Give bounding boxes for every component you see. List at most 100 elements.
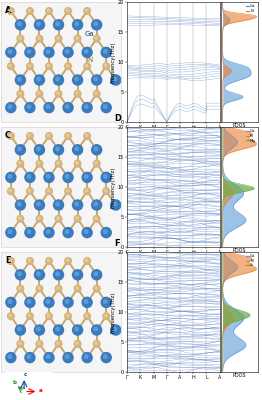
Circle shape xyxy=(44,47,54,58)
Circle shape xyxy=(95,342,97,344)
Circle shape xyxy=(76,92,78,94)
Circle shape xyxy=(46,105,50,108)
Legend: Ga, N: Ga, N xyxy=(246,4,256,13)
Circle shape xyxy=(46,300,50,303)
Circle shape xyxy=(65,188,72,194)
X-axis label: PDOS: PDOS xyxy=(233,123,246,128)
Circle shape xyxy=(93,216,100,222)
Circle shape xyxy=(84,50,88,53)
Circle shape xyxy=(28,314,30,317)
Circle shape xyxy=(85,189,88,192)
Circle shape xyxy=(44,352,54,363)
Circle shape xyxy=(37,77,40,81)
Circle shape xyxy=(85,314,88,317)
Circle shape xyxy=(37,202,40,206)
Circle shape xyxy=(55,216,62,222)
Circle shape xyxy=(53,75,64,85)
Circle shape xyxy=(103,63,110,70)
Circle shape xyxy=(47,259,50,262)
Circle shape xyxy=(9,9,12,12)
Circle shape xyxy=(38,162,40,164)
Circle shape xyxy=(84,133,90,139)
Circle shape xyxy=(66,9,69,12)
Circle shape xyxy=(34,325,45,335)
X-axis label: PDOS: PDOS xyxy=(233,373,246,378)
Circle shape xyxy=(56,272,59,276)
Circle shape xyxy=(92,325,102,335)
Circle shape xyxy=(6,228,16,238)
Circle shape xyxy=(105,189,107,192)
Circle shape xyxy=(6,297,16,308)
Circle shape xyxy=(55,160,62,167)
Circle shape xyxy=(18,147,21,151)
Circle shape xyxy=(8,50,12,53)
Circle shape xyxy=(27,230,31,234)
Circle shape xyxy=(84,63,90,70)
Circle shape xyxy=(95,92,97,94)
Circle shape xyxy=(37,327,40,331)
Circle shape xyxy=(34,200,45,210)
Circle shape xyxy=(73,325,83,335)
Circle shape xyxy=(92,20,102,30)
Circle shape xyxy=(65,133,72,139)
Text: a: a xyxy=(39,388,43,393)
Circle shape xyxy=(44,228,54,238)
Circle shape xyxy=(36,340,43,347)
Circle shape xyxy=(82,352,92,363)
Circle shape xyxy=(63,228,73,238)
Circle shape xyxy=(37,22,40,26)
Circle shape xyxy=(82,102,92,113)
Circle shape xyxy=(74,90,81,97)
Circle shape xyxy=(66,314,69,317)
Circle shape xyxy=(53,270,64,280)
Circle shape xyxy=(101,47,111,58)
Circle shape xyxy=(37,147,40,151)
Circle shape xyxy=(92,145,102,155)
Circle shape xyxy=(111,75,121,85)
Circle shape xyxy=(75,272,78,276)
Circle shape xyxy=(36,216,43,222)
Circle shape xyxy=(113,202,117,206)
Circle shape xyxy=(34,270,45,280)
Circle shape xyxy=(46,133,52,139)
Circle shape xyxy=(94,327,97,331)
Circle shape xyxy=(84,175,88,178)
Text: N: N xyxy=(87,57,92,63)
Circle shape xyxy=(34,145,45,155)
Circle shape xyxy=(66,189,69,192)
Circle shape xyxy=(18,327,21,331)
Circle shape xyxy=(84,105,88,108)
Circle shape xyxy=(25,172,35,182)
Circle shape xyxy=(19,37,21,39)
Circle shape xyxy=(94,147,97,151)
Text: E: E xyxy=(5,256,10,265)
Circle shape xyxy=(92,270,102,280)
Circle shape xyxy=(9,64,12,67)
Circle shape xyxy=(37,272,40,276)
Circle shape xyxy=(103,175,107,178)
Circle shape xyxy=(53,200,64,210)
Circle shape xyxy=(111,200,121,210)
Circle shape xyxy=(65,258,72,264)
Circle shape xyxy=(8,300,12,303)
Circle shape xyxy=(46,188,52,194)
Circle shape xyxy=(6,102,16,113)
Circle shape xyxy=(17,340,24,347)
Circle shape xyxy=(53,20,64,30)
Circle shape xyxy=(46,50,50,53)
Text: Ga: Ga xyxy=(85,31,94,37)
Circle shape xyxy=(105,314,107,317)
Circle shape xyxy=(38,287,40,289)
Circle shape xyxy=(75,22,78,26)
Circle shape xyxy=(19,162,21,164)
Circle shape xyxy=(44,172,54,182)
Circle shape xyxy=(8,230,12,234)
Circle shape xyxy=(57,37,59,39)
Circle shape xyxy=(17,90,24,97)
Circle shape xyxy=(55,285,62,292)
Circle shape xyxy=(57,217,59,219)
Circle shape xyxy=(74,35,81,42)
Circle shape xyxy=(56,202,59,206)
Circle shape xyxy=(46,8,52,14)
Circle shape xyxy=(25,102,35,113)
